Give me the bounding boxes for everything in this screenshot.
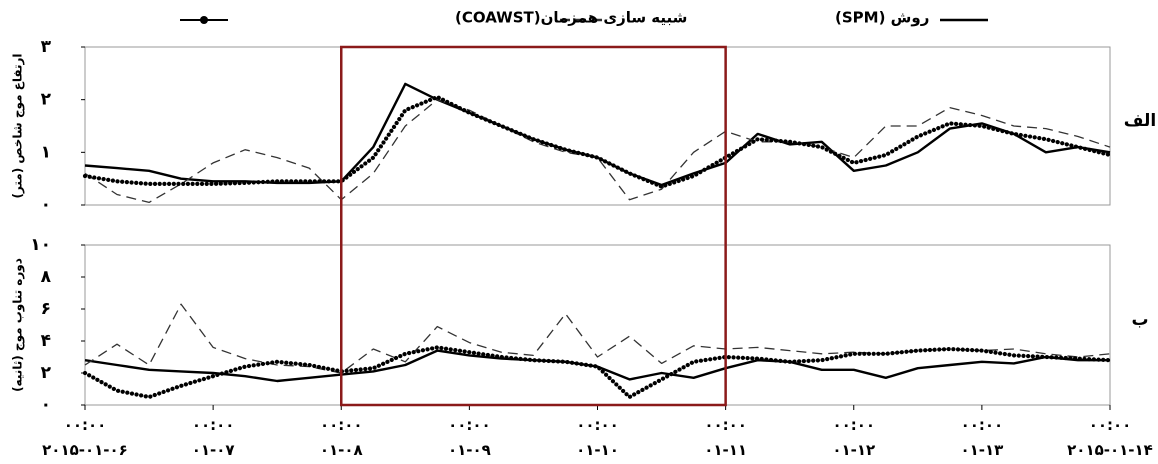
y-axis-label: ارتفاع موج شاخص (متر)	[11, 53, 26, 198]
series-line	[82, 94, 1113, 189]
y-tick-label: ۰	[41, 195, 51, 215]
y-tick-label: ۴	[41, 331, 51, 351]
legend-label: روش (SPM)	[835, 9, 929, 27]
series-line	[84, 99, 1111, 204]
series-line	[84, 82, 1111, 187]
highlight-box	[340, 45, 727, 407]
x-tick-label: ۰۰:۰۰ ۰۱-۱۱	[704, 416, 747, 459]
x-tick-label: ۰۰:۰۰ ۰۱-۰۸	[320, 416, 363, 459]
x-tick-label: ۰۰:۰۰ ۰۱-۰۷	[192, 416, 235, 459]
panel-label: الف	[1124, 111, 1156, 131]
x-tick-label: ۰۰:۰۰ ۰۱-۱۳	[960, 416, 1003, 459]
legend-label: شبیه سازی همزمان(COAWST)	[455, 9, 687, 27]
x-tick-label: ۰۰:۰۰ ۰۱-۱۲	[832, 416, 875, 459]
legend-marker	[200, 16, 208, 24]
x-tick-label: ۰۰:۰۰ ۰۱-۰۹	[448, 416, 491, 459]
x-tick-label: ۰۰:۰۰ ۲۰۱۵-۰۱-۱۴	[1067, 416, 1153, 459]
y-tick-label: ۸	[41, 267, 52, 287]
series-line	[82, 345, 1113, 400]
y-tick-label: ۲	[41, 90, 52, 110]
series-line	[84, 303, 1111, 374]
y-tick-label: ۲	[41, 363, 52, 383]
y-tick-label: ۶	[41, 299, 51, 319]
x-tick-label: ۰۰:۰۰ ۰۱-۱۰	[576, 416, 619, 459]
plot-frame	[84, 244, 1111, 406]
panel-label: ب	[1131, 310, 1148, 330]
x-tick-label: ۰۰:۰۰ ۲۰۱۵-۰۱-۰۶	[42, 416, 128, 459]
y-axis-label: دوره تناوب موج (ثانیه)	[11, 258, 26, 392]
series-line	[84, 349, 1110, 383]
y-tick-label: ۱	[41, 142, 51, 162]
y-tick-label: ۱۰	[30, 235, 51, 255]
y-tick-label: ۰	[41, 395, 51, 415]
y-tick-label: ۳	[41, 37, 52, 57]
